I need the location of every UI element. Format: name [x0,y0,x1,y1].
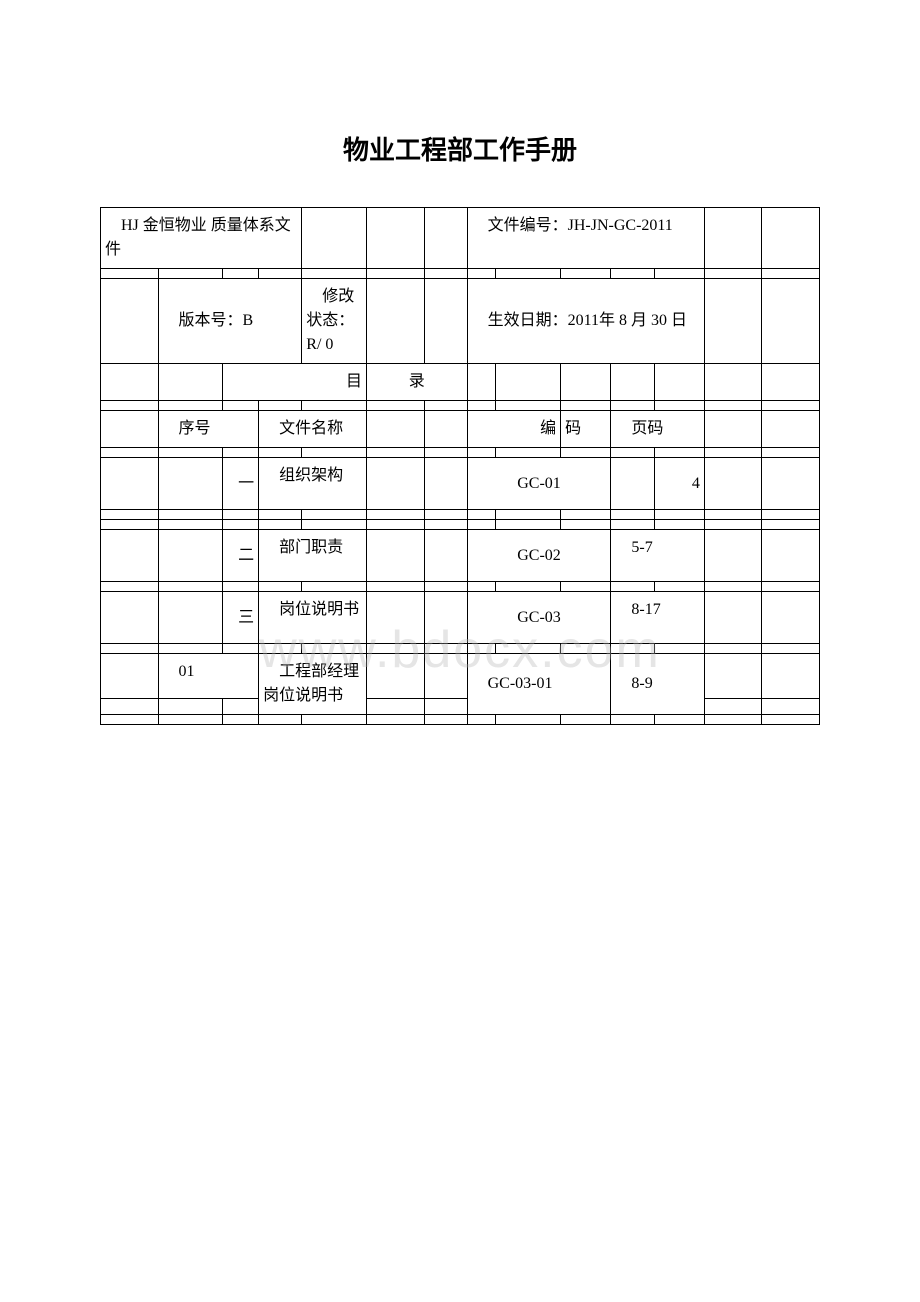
code-cell: GC-01 [467,458,611,510]
page-header: 页码 [611,411,704,448]
seq-cell: 01 [158,654,259,699]
code-header-1: 编 [467,411,560,448]
revision-cell: 修改状态：R/ 0 [302,279,367,364]
toc-row: 01 工程部经理岗位说明书 GC-03-01 8-9 [101,654,820,699]
spacer [101,520,820,530]
page-cell: 5-7 [611,530,704,582]
toc-row: 一 组织架构 GC-01 4 [101,458,820,510]
code-cell: GC-02 [467,530,611,582]
spacer [101,715,820,725]
page-cell: 8-9 [611,654,704,715]
header-row-1: HJ 金恒物业 质量体系文件 文件编号：JH-JN-GC-2011 [101,208,820,269]
toc-row: 二 部门职责 GC-02 5-7 [101,530,820,582]
name-cell: 部门职责 [259,530,367,582]
seq-cell: 三 [223,592,259,644]
lu-cell: 录 [366,364,467,401]
name-header: 文件名称 [259,411,367,448]
name-cell: 工程部经理岗位说明书 [259,654,367,715]
code-cell: GC-03 [467,592,611,644]
page-cell: 4 [654,458,704,510]
code-cell: GC-03-01 [467,654,611,715]
toc-header-row: 序号 文件名称 编 码 页码 [101,411,820,448]
toc-row-cont [101,699,820,715]
toc-row: 三 岗位说明书 GC-03 8-17 [101,592,820,644]
spacer [101,401,820,411]
version-cell: 版本号：B [158,279,302,364]
effective-cell: 生效日期：2011年 8 月 30 日 [467,279,704,364]
seq-cell: 一 [223,458,259,510]
name-cell: 岗位说明书 [259,592,367,644]
seq-header: 序号 [158,411,259,448]
seq-cell: 二 [223,530,259,582]
spacer [101,510,820,520]
docno-cell: 文件编号：JH-JN-GC-2011 [467,208,704,269]
header-row-2: 版本号：B 修改状态：R/ 0 生效日期：2011年 8 月 30 日 [101,279,820,364]
name-cell: 组织架构 [259,458,367,510]
spacer [101,644,820,654]
toc-title-row: 目 录 [101,364,820,401]
company-cell: HJ 金恒物业 质量体系文件 [101,208,302,269]
mu-cell: 目 [223,364,367,401]
page-cell: 8-17 [611,592,704,644]
spacer [101,269,820,279]
spacer [101,582,820,592]
toc-table: HJ 金恒物业 质量体系文件 文件编号：JH-JN-GC-2011 版本号：B … [100,207,820,725]
page-title: 物业工程部工作手册 [100,130,820,167]
code-header-2: 码 [561,411,611,448]
spacer [101,448,820,458]
